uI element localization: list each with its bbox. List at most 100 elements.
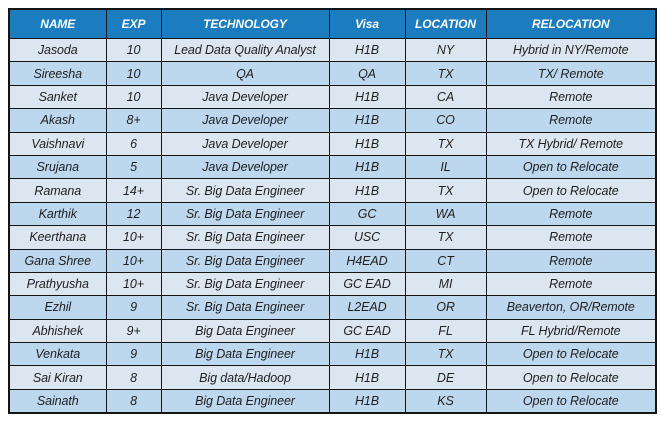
cell-technology: Java Developer: [160, 131, 330, 156]
table-row: Vaishnavi 6 Java Developer H1B TX TX Hybrid/ …: [8, 131, 657, 156]
cell-location: KS: [404, 388, 487, 414]
cell-location: CA: [404, 84, 487, 110]
cell-technology: QA: [160, 61, 330, 86]
cell-visa: H1B: [328, 131, 406, 156]
cell-location: CT: [404, 248, 487, 273]
cell-relocation: Beaverton, OR/Remote: [485, 295, 657, 320]
cell-relocation: TX/ Remote: [485, 61, 657, 86]
cell-name: Ramana: [8, 178, 107, 203]
cell-visa: H1B: [328, 37, 406, 63]
cell-technology: Sr. Big Data Engineer: [160, 248, 330, 273]
cell-relocation: Open to Relocate: [485, 365, 657, 390]
cell-relocation: Remote: [485, 225, 657, 250]
cell-visa: H1B: [328, 342, 406, 367]
cell-visa: H1B: [328, 154, 406, 180]
cell-relocation: Open to Relocate: [485, 178, 657, 203]
cell-relocation: Open to Relocate: [485, 342, 657, 367]
cell-technology: Sr. Big Data Engineer: [160, 295, 330, 320]
cell-visa: H4EAD: [328, 248, 406, 273]
cell-location: TX: [404, 225, 487, 250]
column-header-name: NAME: [8, 8, 107, 39]
cell-name: Abhishek: [8, 318, 107, 344]
cell-visa: QA: [328, 61, 406, 86]
table-row: Prathyusha 10+ Sr. Big Data Engineer GC EAD…: [8, 271, 657, 297]
cell-exp: 9: [105, 342, 162, 367]
column-header-visa: Visa: [328, 8, 406, 39]
table-row: Sainath 8 Big Data Engineer H1B KS Open to Re…: [8, 388, 657, 414]
cell-technology: Sr. Big Data Engineer: [160, 201, 330, 227]
cell-name: Venkata: [8, 342, 107, 367]
cell-visa: H1B: [328, 108, 406, 133]
cell-name: Keerthana: [8, 225, 107, 250]
cell-exp: 8+: [105, 108, 162, 133]
cell-visa: L2EAD: [328, 295, 406, 320]
table-row: Karthik 12 Sr. Big Data Engineer GC WA Remote: [8, 201, 657, 227]
cell-technology: Java Developer: [160, 108, 330, 133]
candidates-table-container: NAME EXP TECHNOLOGY Visa LOCATION RELOCATION …: [8, 8, 657, 415]
table-row: Abhishek 9+ Big Data Engineer GC EAD FL FL Hy…: [8, 318, 657, 344]
cell-location: NY: [404, 37, 487, 63]
cell-location: FL: [404, 318, 487, 344]
cell-visa: GC: [328, 201, 406, 227]
cell-exp: 5: [105, 154, 162, 180]
cell-exp: 10+: [105, 225, 162, 250]
cell-visa: GC EAD: [328, 271, 406, 297]
cell-name: Akash: [8, 108, 107, 133]
table-row: Venkata 9 Big Data Engineer H1B TX Open to Re…: [8, 342, 657, 367]
cell-visa: H1B: [328, 388, 406, 414]
cell-visa: H1B: [328, 178, 406, 203]
cell-relocation: Remote: [485, 271, 657, 297]
cell-location: IL: [404, 154, 487, 180]
cell-technology: Big Data Engineer: [160, 318, 330, 344]
cell-exp: 9+: [105, 318, 162, 344]
column-header-relocation: RELOCATION: [485, 8, 657, 39]
cell-name: Sainath: [8, 388, 107, 414]
table-row: Keerthana 10+ Sr. Big Data Engineer USC TX Re…: [8, 225, 657, 250]
cell-location: TX: [404, 61, 487, 86]
cell-exp: 8: [105, 365, 162, 390]
cell-location: WA: [404, 201, 487, 227]
cell-location: TX: [404, 131, 487, 156]
cell-location: OR: [404, 295, 487, 320]
cell-name: Ezhil: [8, 295, 107, 320]
cell-name: Sireesha: [8, 61, 107, 86]
cell-name: Srujana: [8, 154, 107, 180]
cell-technology: Big Data Engineer: [160, 342, 330, 367]
table-row: Sai Kiran 8 Big data/Hadoop H1B DE Open to Re…: [8, 365, 657, 390]
cell-visa: GC EAD: [328, 318, 406, 344]
column-header-exp: EXP: [105, 8, 162, 39]
cell-location: TX: [404, 342, 487, 367]
cell-visa: USC: [328, 225, 406, 250]
cell-technology: Sr. Big Data Engineer: [160, 178, 330, 203]
cell-name: Sanket: [8, 84, 107, 110]
cell-relocation: FL Hybrid/Remote: [485, 318, 657, 344]
cell-technology: Sr. Big Data Engineer: [160, 271, 330, 297]
table-row: Sanket 10 Java Developer H1B CA Remote: [8, 84, 657, 110]
cell-technology: Java Developer: [160, 154, 330, 180]
cell-name: Prathyusha: [8, 271, 107, 297]
table-row: Ramana 14+ Sr. Big Data Engineer H1B TX Open …: [8, 178, 657, 203]
cell-name: Sai Kiran: [8, 365, 107, 390]
cell-exp: 9: [105, 295, 162, 320]
cell-relocation: Remote: [485, 201, 657, 227]
cell-exp: 8: [105, 388, 162, 414]
cell-technology: Big data/Hadoop: [160, 365, 330, 390]
table-row: Ezhil 9 Sr. Big Data Engineer L2EAD OR Beaver…: [8, 295, 657, 320]
cell-relocation: Remote: [485, 84, 657, 110]
cell-exp: 10: [105, 61, 162, 86]
table-row: Gana Shree 10+ Sr. Big Data Engineer H4EAD C…: [8, 248, 657, 273]
cell-exp: 14+: [105, 178, 162, 203]
cell-exp: 12: [105, 201, 162, 227]
cell-technology: Java Developer: [160, 84, 330, 110]
cell-exp: 10+: [105, 248, 162, 273]
cell-name: Jasoda: [8, 37, 107, 63]
cell-exp: 6: [105, 131, 162, 156]
cell-relocation: Remote: [485, 248, 657, 273]
cell-name: Karthik: [8, 201, 107, 227]
cell-location: DE: [404, 365, 487, 390]
cell-technology: Sr. Big Data Engineer: [160, 225, 330, 250]
cell-name: Gana Shree: [8, 248, 107, 273]
cell-location: MI: [404, 271, 487, 297]
candidates-table: NAME EXP TECHNOLOGY Visa LOCATION RELOCATION …: [8, 8, 657, 415]
cell-location: CO: [404, 108, 487, 133]
